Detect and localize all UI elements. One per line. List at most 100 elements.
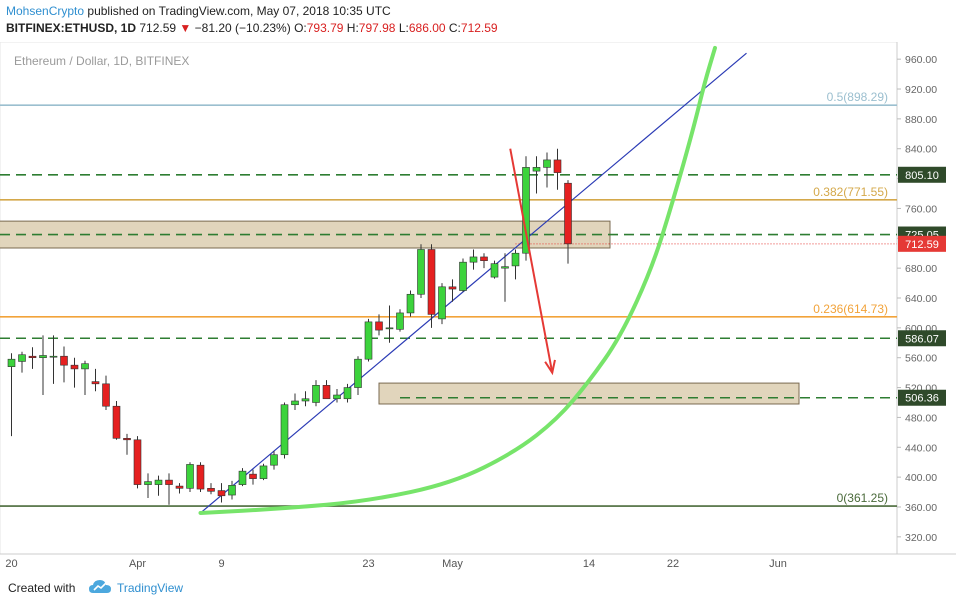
fib-level-label: 0.5(898.29) [827, 90, 888, 104]
candle-body [396, 312, 404, 330]
y-tick-label: 360.00 [905, 502, 937, 514]
level-price-tag [898, 330, 946, 347]
candle-body [459, 261, 467, 291]
candle-body [564, 182, 572, 245]
candle-body [490, 263, 499, 278]
close-value: 712.59 [460, 21, 498, 35]
symbol-name: BITFINEX:ETHUSD, 1D [6, 21, 137, 35]
candle-body [144, 481, 152, 485]
candle-body [102, 383, 110, 407]
tradingview-brand[interactable]: TradingView [117, 581, 184, 595]
candle-body [312, 385, 320, 403]
candle-body [28, 355, 37, 359]
y-tick-label: 320.00 [905, 532, 937, 544]
candle-body [280, 404, 289, 456]
candle-body [60, 355, 68, 366]
support-resistance-zone [378, 382, 800, 405]
close-label: C: [448, 21, 461, 35]
x-tick-label: 22 [667, 558, 679, 570]
candle-body [270, 454, 278, 466]
publish-info: MohsenCrypto published on TradingView.co… [6, 4, 391, 18]
last-price-tag [898, 235, 946, 252]
x-tick-label: Apr [129, 558, 146, 570]
created-with-text: Created with [8, 581, 76, 595]
candle-body [553, 159, 562, 173]
trend-line [200, 52, 747, 514]
price-change: −81.20 (−10.23%) [194, 21, 291, 35]
x-tick-label: 9 [218, 558, 224, 570]
candle-body [123, 438, 131, 441]
high-label: H: [346, 21, 359, 35]
candle-body [49, 355, 58, 358]
candle-body [249, 473, 257, 479]
candle-body [217, 490, 226, 497]
candle-body [165, 479, 173, 485]
low-label: L: [398, 21, 409, 35]
projection-arrow-line [509, 148, 554, 373]
candle-body [91, 381, 100, 385]
publish-text: published on TradingView.com, May 07, 20… [87, 4, 391, 18]
author-link[interactable]: MohsenCrypto [6, 4, 85, 18]
candle-body [543, 159, 551, 168]
candle-body [186, 464, 194, 489]
open-value: 793.79 [306, 21, 344, 35]
candle-body [385, 327, 394, 330]
candle-body [343, 387, 352, 400]
candle-body [354, 358, 362, 388]
tradingview-cloud-icon[interactable] [88, 579, 112, 600]
low-value: 686.00 [408, 21, 446, 35]
candle-body [469, 256, 478, 263]
candle-body [480, 256, 488, 261]
level-price-tag [898, 166, 946, 183]
candle-body [154, 479, 163, 485]
y-tick-label: 960.00 [905, 54, 937, 66]
candle-body [112, 405, 121, 439]
plot-area [0, 42, 898, 555]
level-price-label: 586.07 [905, 333, 939, 345]
candle-body [175, 485, 184, 489]
x-tick-label: 23 [362, 558, 374, 570]
x-tick-label: May [442, 558, 463, 570]
y-tick-label: 680.00 [905, 263, 937, 275]
high-value: 797.98 [358, 21, 396, 35]
candle-body [501, 266, 509, 269]
y-tick-label: 760.00 [905, 203, 937, 215]
candle-body [333, 394, 341, 400]
x-tick-label: Jun [769, 558, 787, 570]
candle-body [39, 355, 47, 359]
x-tick-label: 14 [583, 558, 595, 570]
fib-level-label: 0(361.25) [837, 491, 888, 505]
last-price-label: 712.59 [905, 239, 939, 251]
price-chart[interactable]: Ethereum / Dollar, 1D, BITFINEX 320.00 360… [0, 42, 956, 572]
candle-body [427, 249, 436, 315]
level-price-label: 805.10 [905, 170, 939, 182]
fib-level-label: 0.382(771.55) [813, 185, 888, 199]
y-tick-label: 400.00 [905, 472, 937, 484]
parabolic-curve [198, 45, 717, 515]
candle-body [291, 400, 299, 406]
level-price-tag [898, 389, 946, 406]
candle-body [322, 385, 331, 400]
candle-body [532, 167, 541, 172]
candle-body [375, 321, 383, 331]
candle-body [228, 485, 236, 496]
candle-body [417, 249, 425, 295]
candle-body [438, 286, 446, 320]
candle-body [259, 465, 268, 479]
chart-title: Ethereum / Dollar, 1D, BITFINEX [14, 54, 189, 68]
x-tick-label: 20 [5, 558, 17, 570]
y-tick-label: 560.00 [905, 353, 937, 365]
candle-body [133, 439, 142, 485]
candle-body [70, 364, 79, 370]
candle-body [511, 252, 520, 267]
last-price: 712.59 [139, 21, 177, 35]
candle-body [406, 293, 415, 314]
level-price-label: 506.36 [905, 393, 939, 405]
candle-body [301, 398, 310, 402]
y-tick-label: 440.00 [905, 442, 937, 454]
down-triangle-icon: ▼ [179, 21, 192, 35]
symbol-info: BITFINEX:ETHUSD, 1D 712.59 ▼ −81.20 (−10… [6, 21, 498, 35]
candle-body [238, 470, 247, 485]
candle-body [196, 464, 205, 490]
candle-body [18, 354, 26, 362]
